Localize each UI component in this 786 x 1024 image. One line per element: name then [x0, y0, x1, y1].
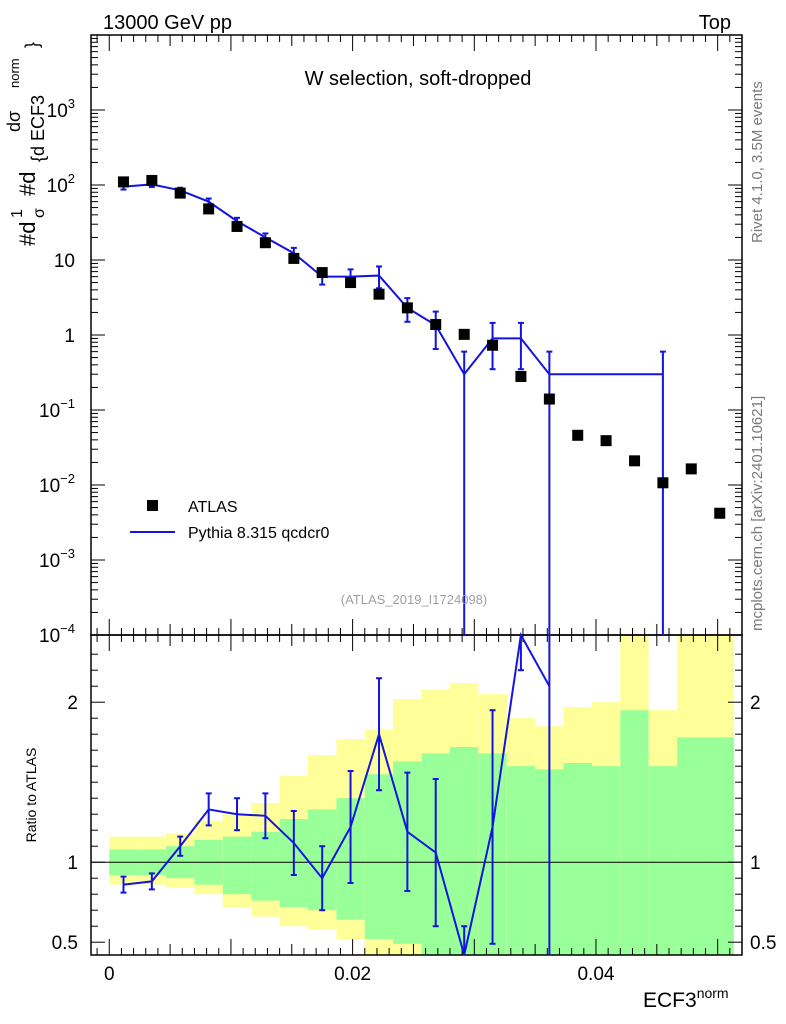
main-ytick-base: 1 [64, 326, 75, 347]
legend: ATLAS Pythia 8.315 qcdcr0 [130, 499, 330, 542]
ylabel-part-d1: #d [15, 222, 40, 246]
atlas-point [458, 328, 470, 340]
ratio-uncertainty-bands [109, 635, 734, 955]
header-left: 13000 GeV pp [103, 12, 232, 34]
ylabel-part-decf3: {d ECF3 [28, 95, 48, 162]
band-green-21 [705, 737, 734, 955]
legend-atlas-label: ATLAS [188, 499, 238, 516]
x-axis-label-main: ECF3 [643, 989, 697, 1012]
x-axis-label: ECF3norm [643, 985, 729, 1012]
main-ytick-base: 10 [39, 401, 60, 422]
atlas-point [288, 252, 300, 264]
atlas-point [203, 203, 215, 215]
atlas-point [600, 435, 612, 447]
ylabel-part-one: 1 [9, 209, 26, 218]
atlas-point [174, 187, 186, 199]
ratio-ytick-label-left-2: 2 [67, 693, 78, 714]
ratio-ytick-label-left-0: 0.5 [52, 933, 78, 954]
ylabel-part-brace: } [22, 42, 42, 48]
main-ytick-label-1: 102 [47, 171, 75, 197]
atlas-point [316, 267, 328, 279]
legend-atlas-marker [147, 500, 158, 511]
main-ytick-exp: −3 [60, 546, 75, 561]
main-frame [90, 34, 743, 636]
band-green-12 [449, 747, 479, 955]
band-green-14 [506, 766, 536, 955]
band-green-4 [222, 836, 252, 895]
source-label: mcplots.cern.ch [arXiv:2401.10621] [749, 396, 766, 631]
atlas-point [515, 370, 527, 382]
xtick-label-1: 0.02 [334, 964, 371, 985]
legend-pythia-label: Pythia 8.315 qcdcr0 [188, 525, 330, 542]
header-right: Top [699, 12, 731, 34]
atlas-point [487, 339, 499, 351]
atlas-point [231, 220, 243, 232]
ratio-ytick-label-right-0: 0.5 [750, 933, 776, 954]
ratio-ytick-label-left-1: 1 [67, 853, 78, 874]
main-ytick-exp: −4 [60, 621, 75, 636]
main-ytick-base: 10 [39, 551, 60, 572]
plot-title: W selection, soft-dropped [305, 68, 532, 90]
band-green-19 [648, 766, 678, 955]
ylabel-part-norm: norm [7, 58, 22, 88]
band-green-9 [364, 774, 394, 939]
analysis-id: (ATLAS_2019_I1724098) [341, 592, 487, 607]
main-ytick-base: 10 [39, 476, 60, 497]
main-ytick-label-0: 103 [47, 96, 75, 122]
xtick-label-2: 0.04 [577, 964, 614, 985]
ratio-frame [90, 634, 743, 956]
main-ytick-label-6: 10−3 [39, 546, 75, 572]
atlas-point [657, 477, 669, 489]
ylabel-part-d2: #d [15, 172, 40, 196]
pythia-ratio-series [120, 631, 551, 956]
main-ytick-exp: 2 [68, 171, 75, 186]
atlas-point [629, 455, 641, 467]
atlas-point [685, 463, 697, 475]
ratio-ytick-label-right-1: 1 [750, 853, 761, 874]
atlas-point [714, 507, 726, 519]
pythia-series [120, 180, 666, 635]
main-ytick-exp: 3 [68, 96, 75, 111]
band-green-5 [251, 831, 280, 901]
ratio-panel-frame [90, 634, 743, 956]
atlas-point [401, 302, 413, 314]
main-ytick-base: 10 [47, 176, 68, 197]
main-ytick-exp: −2 [60, 471, 75, 486]
atlas-series [117, 174, 726, 519]
ylabel-part-dsigma: dσ [4, 111, 24, 132]
xtick-label-0: 0 [104, 964, 115, 985]
band-green-18 [620, 710, 649, 955]
band-green-20 [677, 737, 706, 955]
main-ytick-label-2: 10 [54, 251, 75, 272]
pythia-ratio-line [123, 631, 551, 956]
atlas-point [345, 277, 357, 289]
ratio-ylabel: Ratio to ATLAS [23, 748, 39, 843]
atlas-point [259, 237, 271, 249]
atlas-point [572, 429, 584, 441]
main-ytick-label-5: 10−2 [39, 471, 75, 497]
ratio-ytick-label-right-2: 2 [750, 693, 761, 714]
main-ytick-label-4: 10−1 [39, 396, 75, 422]
main-ytick-label-7: 10−4 [39, 621, 75, 647]
main-ytick-base: 10 [54, 251, 75, 272]
main-ytick-base: 10 [39, 626, 60, 647]
atlas-point [430, 319, 442, 331]
rivet-label: Rivet 4.1.0, 3.5M events [749, 81, 766, 243]
main-ytick-base: 10 [47, 101, 68, 122]
atlas-point [543, 393, 555, 405]
atlas-point [146, 174, 158, 186]
main-ylabel: #d 1 σ #d dσ {d ECF3 norm } [4, 42, 48, 246]
main-panel-frame [90, 34, 743, 636]
band-green-16 [563, 763, 592, 955]
ylabel-part-sigma: σ [31, 208, 48, 218]
band-green-17 [591, 766, 621, 955]
main-ytick-exp: −1 [60, 396, 75, 411]
atlas-point [117, 176, 129, 188]
atlas-point [373, 288, 385, 300]
axis-ticks [91, 35, 742, 955]
main-ytick-label-3: 1 [64, 326, 75, 347]
x-axis-label-sup: norm [697, 985, 729, 1001]
